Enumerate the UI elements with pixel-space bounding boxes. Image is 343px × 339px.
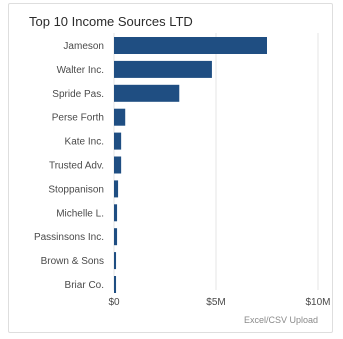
bar	[114, 228, 118, 246]
category-label: Stoppanison	[48, 184, 104, 195]
bar	[114, 108, 126, 126]
bar	[114, 252, 117, 270]
chart-card: Top 10 Income Sources LTD Excel/CSV Uplo…	[8, 3, 333, 333]
category-label: Jameson	[63, 41, 104, 52]
bar	[114, 84, 180, 102]
x-tick-label: $0	[108, 297, 120, 308]
category-label: Passinsons Inc.	[34, 232, 104, 243]
source-label: Excel/CSV Upload	[243, 315, 318, 325]
chart-title: Top 10 Income Sources LTD	[29, 14, 193, 29]
category-label: Brown & Sons	[41, 256, 104, 267]
bar	[114, 180, 119, 198]
bar	[114, 156, 122, 174]
category-label: Spride Pas.	[52, 89, 104, 100]
bar	[114, 204, 118, 222]
bar	[114, 132, 122, 150]
bar	[114, 276, 117, 293]
category-label: Perse Forth	[52, 113, 104, 124]
category-label: Trusted Adv.	[49, 161, 104, 172]
x-tick-label: $10M	[305, 297, 330, 308]
bar	[114, 60, 212, 78]
category-label: Kate Inc.	[65, 137, 104, 148]
category-label: Walter Inc.	[57, 65, 104, 76]
x-tick-label: $5M	[206, 297, 225, 308]
category-label: Briar Co.	[65, 280, 104, 291]
category-label: Michelle L.	[56, 208, 104, 219]
bar	[114, 37, 267, 54]
